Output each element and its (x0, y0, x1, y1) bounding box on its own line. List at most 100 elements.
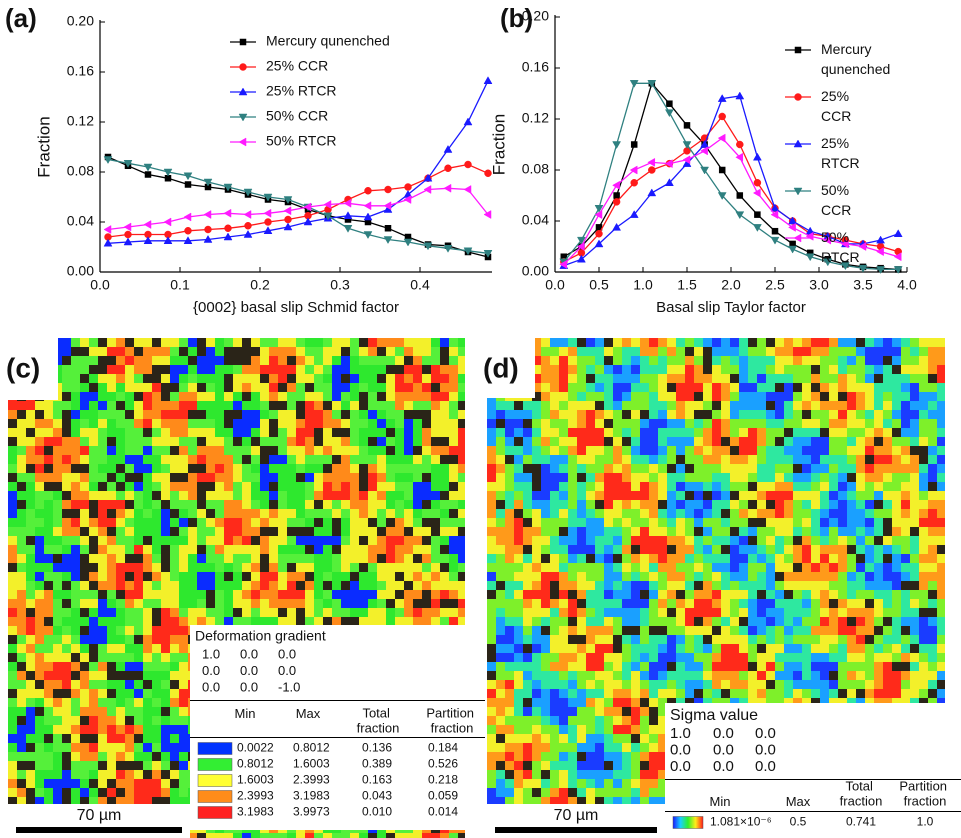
map-cell (143, 725, 152, 734)
map-cell (404, 554, 413, 563)
map-cell (748, 626, 757, 635)
map-cell (98, 383, 107, 392)
map-cell (838, 374, 847, 383)
map-cell (847, 635, 856, 644)
map-cell (26, 473, 35, 482)
map-cell (631, 536, 640, 545)
map-cell (26, 779, 35, 788)
map-cell (332, 491, 341, 500)
map-cell (757, 545, 766, 554)
map-cell (134, 689, 143, 698)
legend-label-line: qunenched (821, 61, 890, 77)
map-cell (134, 608, 143, 617)
map-cell (431, 464, 440, 473)
marker (424, 186, 431, 194)
map-cell (631, 554, 640, 563)
map-cell (829, 455, 838, 464)
map-cell (667, 545, 676, 554)
map-cell (53, 653, 62, 662)
map-cell (206, 428, 215, 437)
map-cell (350, 356, 359, 365)
map-cell (937, 482, 945, 491)
map-cell (179, 716, 188, 725)
map-cell (323, 410, 332, 419)
map-cell (431, 590, 440, 599)
map-cell (838, 392, 847, 401)
map-cell (928, 563, 937, 572)
map-cell (874, 527, 883, 536)
map-cell (739, 401, 748, 410)
map-cell (422, 617, 431, 626)
map-cell (278, 617, 287, 626)
map-cell (811, 464, 820, 473)
map-cell (694, 356, 703, 365)
map-cell (514, 419, 523, 428)
map-cell (523, 608, 532, 617)
map-cell (89, 671, 98, 680)
map-cell (874, 572, 883, 581)
map-cell (523, 518, 532, 527)
map-cell (26, 626, 35, 635)
map-cell (197, 590, 206, 599)
map-cell (595, 635, 604, 644)
map-cell (134, 554, 143, 563)
x-tick-label: 4.0 (897, 277, 917, 293)
map-cell (739, 491, 748, 500)
map-cell (928, 536, 937, 545)
map-cell (80, 626, 89, 635)
map-cell (323, 383, 332, 392)
map-cell (649, 617, 658, 626)
map-cell (838, 635, 847, 644)
map-cell (242, 356, 251, 365)
map-cell (143, 338, 152, 347)
map-cell (739, 410, 748, 419)
map-cell (143, 626, 152, 635)
map-cell (883, 509, 892, 518)
map-cell (134, 455, 143, 464)
map-cell (541, 644, 550, 653)
map-cell (703, 401, 712, 410)
map-cell (287, 419, 296, 428)
map-cell (541, 518, 550, 527)
map-cell (71, 554, 80, 563)
map-cell (694, 464, 703, 473)
map-cell (892, 545, 901, 554)
map-cell (152, 662, 161, 671)
map-cell (649, 581, 658, 590)
map-cell (937, 536, 945, 545)
map-cell (386, 365, 395, 374)
map-cell (775, 617, 784, 626)
map-cell (305, 392, 314, 401)
map-cell (496, 581, 505, 590)
map-cell (487, 518, 496, 527)
map-cell (622, 644, 631, 653)
map-cell (377, 491, 386, 500)
map-cell (775, 446, 784, 455)
map-cell (359, 392, 368, 401)
map-cell (26, 572, 35, 581)
map-cell (134, 716, 143, 725)
map-cell (910, 500, 919, 509)
map-cell (458, 419, 465, 428)
map-cell (694, 644, 703, 653)
map-cell (152, 761, 161, 770)
map-cell (8, 509, 17, 518)
map-cell (71, 590, 80, 599)
map-cell (188, 428, 197, 437)
map-cell (278, 608, 287, 617)
map-cell (523, 545, 532, 554)
map-cell (658, 518, 667, 527)
map-cell (179, 554, 188, 563)
map-cell (838, 428, 847, 437)
map-cell (604, 626, 613, 635)
map-cell (937, 554, 945, 563)
map-cell (883, 500, 892, 509)
map-cell (928, 473, 937, 482)
map-cell (188, 518, 197, 527)
map-cell (703, 617, 712, 626)
map-cell (874, 563, 883, 572)
map-cell (649, 518, 658, 527)
map-cell (359, 527, 368, 536)
map-cell (458, 554, 465, 563)
map-cell (368, 419, 377, 428)
